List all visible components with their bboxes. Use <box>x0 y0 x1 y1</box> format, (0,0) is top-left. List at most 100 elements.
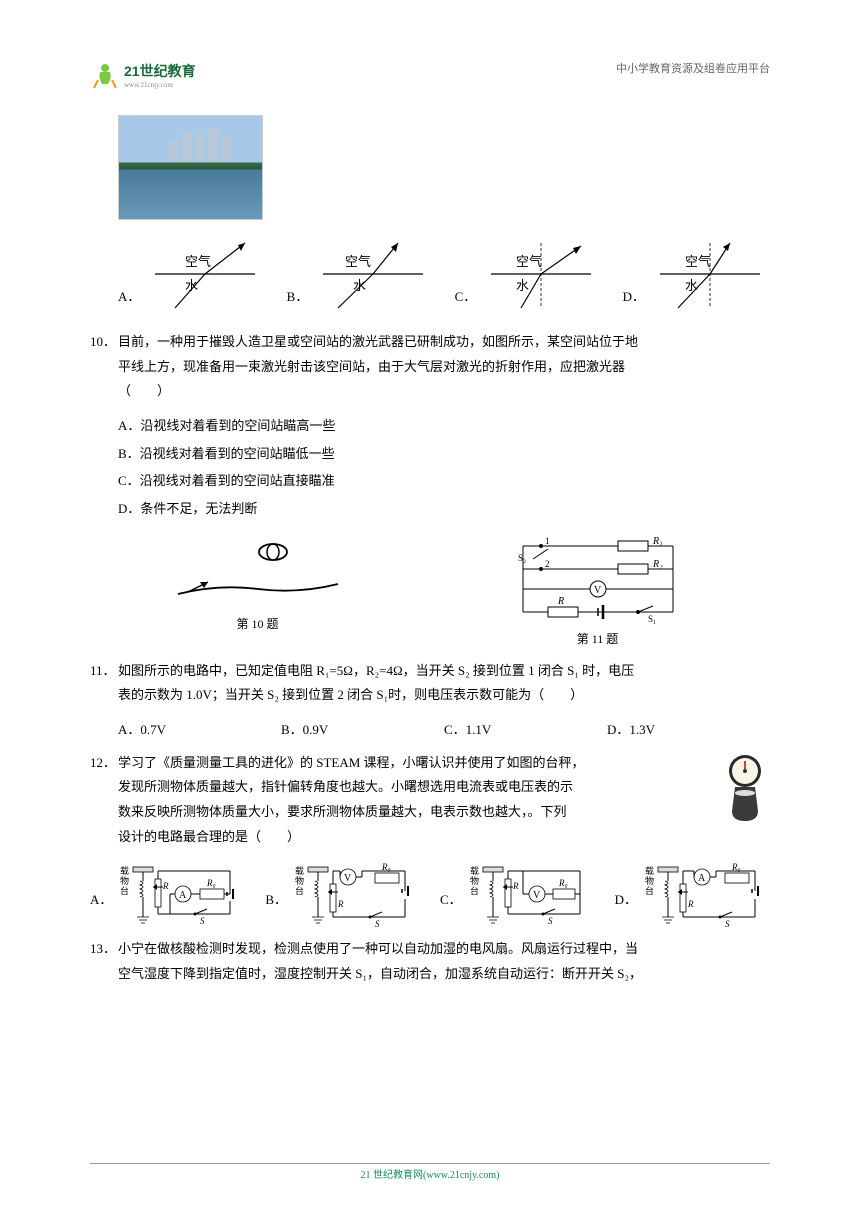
water-label: 水 <box>185 278 198 293</box>
q13-text1: 小宁在做核酸检测时发现，检测点使用了一种可以自动加湿的电风扇。风扇运行过程中，当 <box>118 937 770 962</box>
q11-text1: 如图所示的电路中，已知定值电阻 R₁=5Ω，R₂=4Ω，当开关 S₂ 接到位置 … <box>118 659 770 684</box>
q10-opt-b: B．沿视线对着看到的空间站瞄低一些 <box>118 442 770 467</box>
svg-text:R: R <box>162 881 169 891</box>
circuit-a: 载物台 R A R₀ <box>115 859 245 927</box>
q11-text2: 表的示数为 1.0V；当开关 S₂ 接到位置 2 闭合 S₁时，则电压表示数可能… <box>118 683 770 708</box>
figures-10-11: 第 10 题 R₁ R₂ V R <box>90 534 770 651</box>
lake-photo <box>118 115 263 220</box>
svg-text:水: 水 <box>685 278 698 293</box>
svg-text:物: 物 <box>645 875 654 886</box>
refraction-diagram-d: 空气 水 <box>650 238 770 310</box>
svg-text:S: S <box>200 916 205 926</box>
logo-main-text: 21世纪教育 <box>124 61 196 81</box>
circuit-c: 载物台 R V R₀ <box>465 859 595 927</box>
svg-text:S: S <box>725 919 730 927</box>
figure-10: 第 10 题 <box>168 534 348 651</box>
q11-opt-d: D．1.3V <box>607 718 770 743</box>
svg-text:R₀: R₀ <box>731 862 741 872</box>
footer-text: 21 世纪教育网(www.21cnjy.com) <box>0 1166 860 1181</box>
svg-text:V: V <box>594 585 602 596</box>
svg-text:2: 2 <box>545 559 550 569</box>
q11-options: A．0.7V B．0.9V C．1.1V D．1.3V <box>118 718 770 743</box>
svg-text:R: R <box>512 881 519 891</box>
svg-text:空气: 空气 <box>345 254 371 269</box>
logo: 21世纪教育 www.21cnjy.com <box>90 60 196 90</box>
svg-text:载: 载 <box>120 865 129 876</box>
svg-text:A: A <box>179 890 187 901</box>
page-header: 21世纪教育 www.21cnjy.com 中小学教育资源及组卷应用平台 <box>90 60 770 90</box>
svg-text:R: R <box>337 899 344 909</box>
svg-text:S: S <box>548 916 553 926</box>
circuit-d: 载物台 R A R₀ <box>640 859 770 927</box>
svg-text:台: 台 <box>470 885 479 896</box>
svg-text:载: 载 <box>295 865 304 876</box>
q10-num: 10． <box>90 330 118 404</box>
air-label: 空气 <box>185 254 211 269</box>
q12-opt-d: D． 载物台 R A R₀ <box>615 859 770 927</box>
q11-num: 11． <box>90 659 118 708</box>
q11-opt-a: A．0.7V <box>118 718 281 743</box>
svg-text:S: S <box>375 919 380 927</box>
svg-text:载: 载 <box>645 865 654 876</box>
q10-opt-c: C．沿视线对着看到的空间站直接瞄准 <box>118 469 770 494</box>
svg-text:R₁: R₁ <box>652 536 663 547</box>
option-c: C． 空气 水 <box>455 238 602 310</box>
svg-text:台: 台 <box>120 885 129 896</box>
footer-line <box>90 1163 770 1164</box>
kitchen-scale-icon <box>720 751 770 826</box>
q10-opt-a: A．沿视线对着看到的空间站瞄高一些 <box>118 414 770 439</box>
option-b: B． 空气 水 <box>287 238 434 310</box>
q11-opt-c: C．1.1V <box>444 718 607 743</box>
svg-text:S₂: S₂ <box>518 553 526 563</box>
svg-text:物: 物 <box>295 875 304 886</box>
q12-opt-b: B． 载物台 R V R₀ <box>265 859 420 927</box>
q12-text3: 数来反映所测物体质量大小，要求所测物体质量越大，电表示数也越大，。下列 <box>118 800 712 825</box>
q9-options: A． 空气 水 B． 空气 水 C． <box>118 238 770 310</box>
svg-text:A: A <box>698 873 706 884</box>
refraction-diagram-b: 空气 水 <box>313 238 433 310</box>
svg-text:R₀: R₀ <box>206 878 216 888</box>
q12-text4: 设计的电路最合理的是（ ） <box>118 825 712 850</box>
q12-text1: 学习了《质量测量工具的进化》的 STEAM 课程，小曙认识并使用了如图的台秤， <box>118 751 712 776</box>
svg-text:R: R <box>687 899 694 909</box>
svg-text:载: 载 <box>470 865 479 876</box>
figure-11: R₁ R₂ V R 1 2 S₂ S₁ 第 11 题 <box>503 534 693 651</box>
logo-sub-text: www.21cnjy.com <box>124 81 196 89</box>
q11-opt-b: B．0.9V <box>281 718 444 743</box>
header-right-text: 中小学教育资源及组卷应用平台 <box>616 60 770 76</box>
option-a: A． 空气 水 <box>118 238 265 310</box>
svg-text:R₀: R₀ <box>381 862 391 872</box>
option-d: D． 空气 水 <box>623 238 770 310</box>
q10-options: A．沿视线对着看到的空间站瞄高一些 B．沿视线对着看到的空间站瞄低一些 C．沿视… <box>118 414 770 522</box>
logo-icon <box>90 60 120 90</box>
q10-text3: （ ） <box>118 379 770 404</box>
svg-text:R₀: R₀ <box>558 878 568 888</box>
svg-text:1: 1 <box>545 536 550 546</box>
svg-text:物: 物 <box>470 875 479 886</box>
svg-text:空气: 空气 <box>685 254 711 269</box>
svg-text:R: R <box>557 596 564 607</box>
q12-opt-c: C． 载物台 R V R₀ <box>440 859 595 927</box>
svg-text:S₁: S₁ <box>648 614 656 624</box>
q12-opt-a: A． 载物台 R A R₀ <box>90 859 245 927</box>
svg-text:空气: 空气 <box>516 254 542 269</box>
circuit-b: 载物台 R V R₀ <box>290 859 420 927</box>
refraction-diagram-a: 空气 水 <box>145 238 265 310</box>
q13-num: 13． <box>90 937 118 986</box>
svg-text:台: 台 <box>645 885 654 896</box>
question-12: 12． 学习了《质量测量工具的进化》的 STEAM 课程，小曙认识并使用了如图的… <box>90 751 770 850</box>
q12-options: A． 载物台 R A R₀ <box>90 859 770 927</box>
question-13: 13． 小宁在做核酸检测时发现，检测点使用了一种可以自动加湿的电风扇。风扇运行过… <box>90 937 770 986</box>
question-10: 10． 目前，一种用于摧毁人造卫星或空间站的激光武器已研制成功，如图所示，某空间… <box>90 330 770 404</box>
svg-text:水: 水 <box>516 278 529 293</box>
q10-opt-d: D．条件不足，无法判断 <box>118 497 770 522</box>
q12-text2: 发现所测物体质量越大，指针偏转角度也越大。小曙想选用电流表或电压表的示 <box>118 775 712 800</box>
refraction-diagram-c: 空气 水 <box>481 238 601 310</box>
q10-text2: 平线上方，现准备用一束激光射击该空间站，由于大气层对激光的折射作用，应把激光器 <box>118 355 770 380</box>
content: A． 空气 水 B． 空气 水 C． <box>90 115 770 987</box>
q10-text1: 目前，一种用于摧毁人造卫星或空间站的激光武器已研制成功，如图所示，某空间站位于地 <box>118 330 770 355</box>
svg-text:V: V <box>533 890 541 901</box>
svg-text:V: V <box>344 873 352 884</box>
svg-text:物: 物 <box>120 875 129 886</box>
svg-text:R₂: R₂ <box>652 559 663 570</box>
